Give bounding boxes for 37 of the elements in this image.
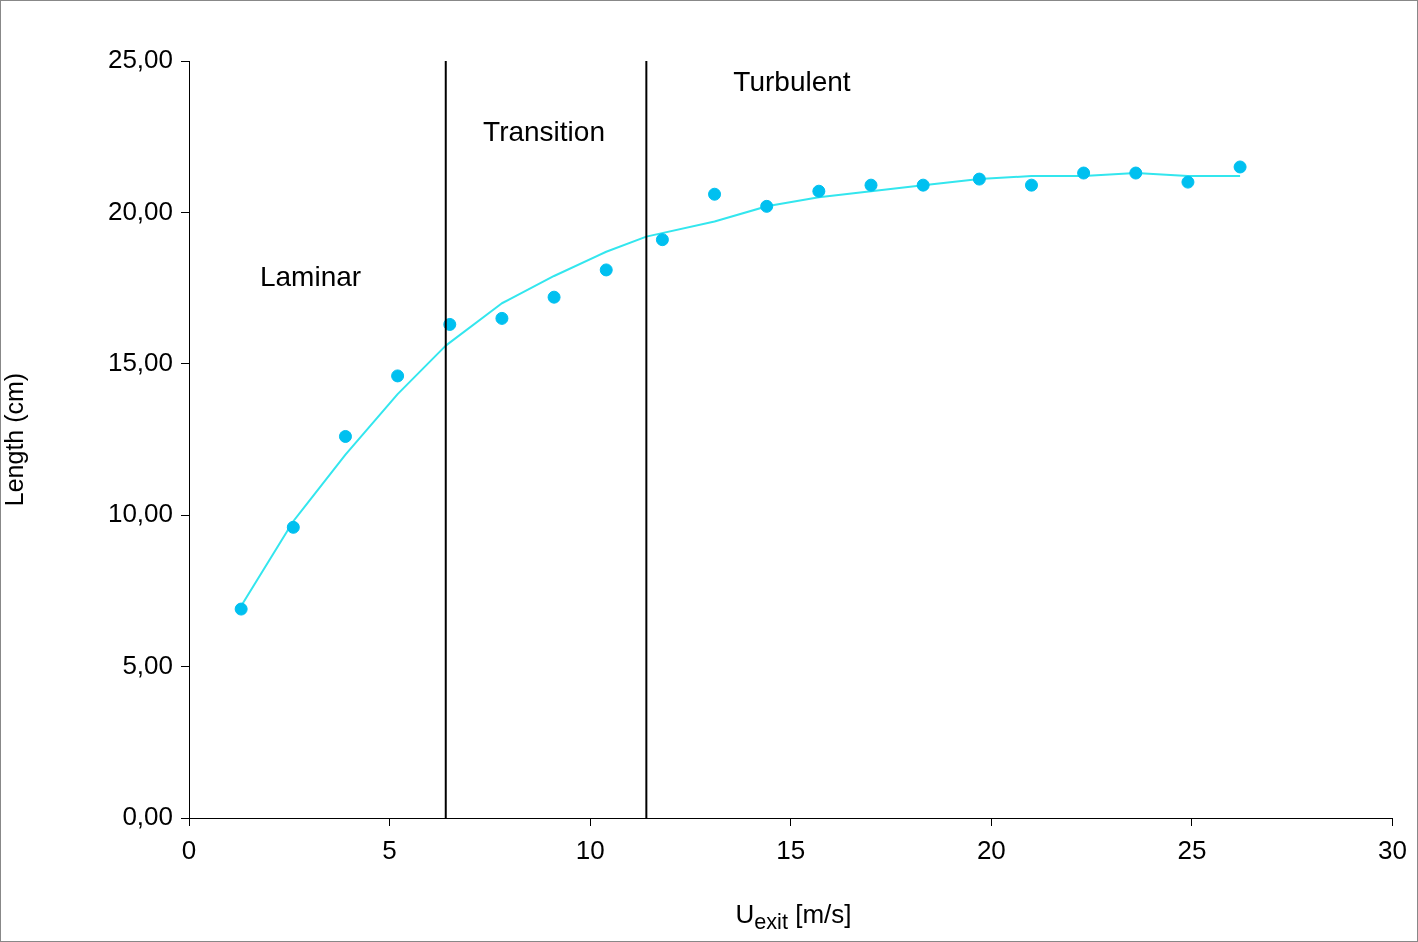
x-tick-label: 25 <box>1177 834 1207 865</box>
x-tick-label: 20 <box>976 834 1006 865</box>
annotation: Turbulent <box>733 65 851 97</box>
point <box>812 184 826 198</box>
point <box>916 178 930 192</box>
point <box>972 172 986 186</box>
point <box>760 199 774 213</box>
y-tick-label: 5,00 <box>122 649 173 680</box>
x-tick-label: 15 <box>776 834 806 865</box>
y-tick-label: 25,00 <box>107 44 173 75</box>
point <box>708 187 722 201</box>
y-tick-label: 10,00 <box>107 498 173 529</box>
x-tick-label: 5 <box>382 834 397 865</box>
y-axis-title: Length (cm) <box>0 372 28 507</box>
point <box>864 178 878 192</box>
annotation: Laminar <box>259 260 362 292</box>
y-tick-label: 0,00 <box>122 801 173 832</box>
y-tick-label: 15,00 <box>107 346 173 377</box>
point <box>547 290 561 304</box>
y-tick-label: 20,00 <box>107 195 173 226</box>
x-axis-title: U$_{exit}$ [m/s] <box>734 899 853 936</box>
x-tick-label: 30 <box>1378 834 1407 865</box>
point <box>1077 166 1091 180</box>
point <box>391 369 405 383</box>
point <box>1024 178 1038 192</box>
point <box>1181 175 1195 189</box>
point <box>495 311 509 325</box>
point <box>338 429 352 443</box>
point <box>655 233 669 247</box>
x-tick-label: 10 <box>575 834 605 865</box>
point <box>599 263 613 277</box>
point <box>234 602 248 616</box>
x-tick-label: 0 <box>181 834 197 865</box>
annotation: Transition <box>483 115 605 147</box>
point <box>1129 166 1143 180</box>
point <box>1233 160 1247 174</box>
point <box>286 520 300 534</box>
